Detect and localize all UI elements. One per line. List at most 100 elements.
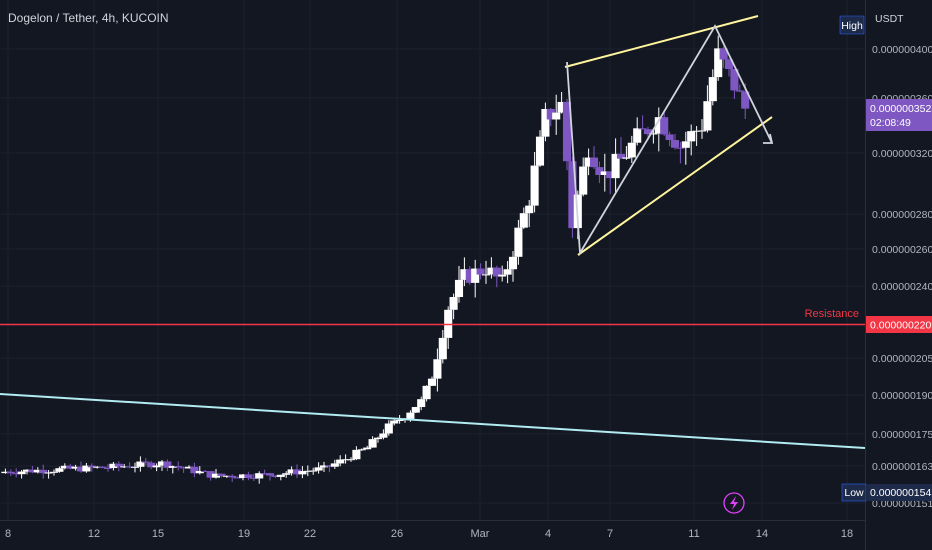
candle-body [498, 274, 507, 277]
candle-body [719, 48, 728, 60]
projection-arrowhead [763, 133, 774, 144]
candle-body [76, 466, 86, 472]
candle-body [616, 153, 626, 159]
candle-body [422, 385, 431, 400]
candle-body [589, 157, 599, 168]
candle-body [406, 412, 415, 419]
candle-body [147, 462, 156, 468]
candle-body [60, 465, 69, 469]
candle-body [357, 449, 366, 451]
candle-body [255, 473, 264, 479]
candle-body [454, 279, 464, 298]
candle-body [222, 475, 231, 477]
candle-body [120, 466, 129, 468]
low-badge-label: Low [844, 487, 864, 499]
wedge-lower-line[interactable] [577, 116, 773, 256]
candle-body [665, 134, 674, 141]
candle-body [708, 77, 717, 102]
candle-body [384, 423, 393, 434]
countdown-value: 02:08:49 [870, 117, 911, 129]
candle-body [411, 407, 420, 413]
candle-body [309, 470, 318, 472]
candle-body [136, 461, 145, 467]
candle-body [471, 268, 480, 283]
candle-body [449, 297, 458, 310]
candle-body [692, 130, 701, 132]
candle-body [28, 469, 37, 473]
time-axis[interactable]: 8 12 15 19 22 26 Mar 4 7 11 14 18 [0, 520, 865, 541]
candle-body [249, 477, 258, 479]
candle-body [530, 165, 539, 206]
candle-body [71, 466, 80, 469]
candle-body [697, 130, 707, 132]
candle-body [184, 466, 194, 469]
candle-body [373, 437, 383, 440]
time-axis-label: 22 [304, 528, 316, 540]
candle-body [633, 128, 642, 143]
candle-body [508, 256, 518, 270]
candle-body [514, 227, 523, 257]
candle-body [39, 469, 48, 474]
current-price-value: 0.0000003522 [870, 103, 932, 115]
candle-body [481, 274, 491, 276]
time-axis-label: Mar [471, 528, 490, 540]
low-price-value: 0.0000001545 [870, 487, 932, 499]
flash-icon[interactable] [723, 492, 745, 514]
candle-body [152, 465, 161, 468]
candle-body [557, 101, 566, 113]
time-axis-label: 18 [841, 528, 853, 540]
candle-body [260, 473, 269, 475]
candle-body [492, 267, 501, 277]
candle-body [66, 465, 75, 469]
candle-body [1, 471, 10, 474]
candle-body [379, 433, 388, 438]
candle-body [87, 465, 96, 468]
zigzag-pattern[interactable] [566, 24, 773, 256]
candle-body [703, 101, 712, 131]
candle-body [17, 471, 26, 475]
candle-body [552, 112, 561, 120]
candle-body [49, 471, 59, 473]
currency-label[interactable]: USDT [875, 13, 904, 25]
candle-body [238, 474, 248, 478]
candle-body [233, 477, 242, 479]
candle-body [44, 472, 53, 474]
candle-body [141, 461, 150, 463]
candle-body [6, 471, 15, 474]
candle-body [276, 474, 285, 477]
candle-body [660, 117, 669, 135]
candle-body [346, 459, 356, 461]
candle-body [114, 463, 123, 467]
candle-body [525, 205, 534, 214]
candle-body [714, 48, 723, 78]
candle-body [546, 108, 555, 120]
candle-body [611, 153, 620, 179]
wedge-upper-line[interactable] [564, 15, 759, 68]
candle-body [244, 474, 253, 478]
candle-body [476, 268, 485, 275]
candle-body [125, 466, 134, 468]
candle-body [735, 90, 744, 92]
time-axis-label: 14 [756, 528, 768, 540]
candle-body [174, 466, 183, 468]
long-trendline[interactable] [0, 393, 866, 449]
time-axis-label: 8 [5, 528, 11, 540]
candle-body [390, 420, 399, 424]
candle-body [535, 136, 545, 166]
candle-body [179, 467, 188, 469]
candle-body [433, 359, 442, 379]
candle-body [562, 101, 572, 162]
candle-body [190, 466, 199, 474]
candle-body [681, 141, 690, 148]
candle-body [465, 269, 474, 283]
candle-body [460, 269, 469, 280]
candle-body [168, 466, 177, 468]
candle-body [217, 473, 226, 476]
